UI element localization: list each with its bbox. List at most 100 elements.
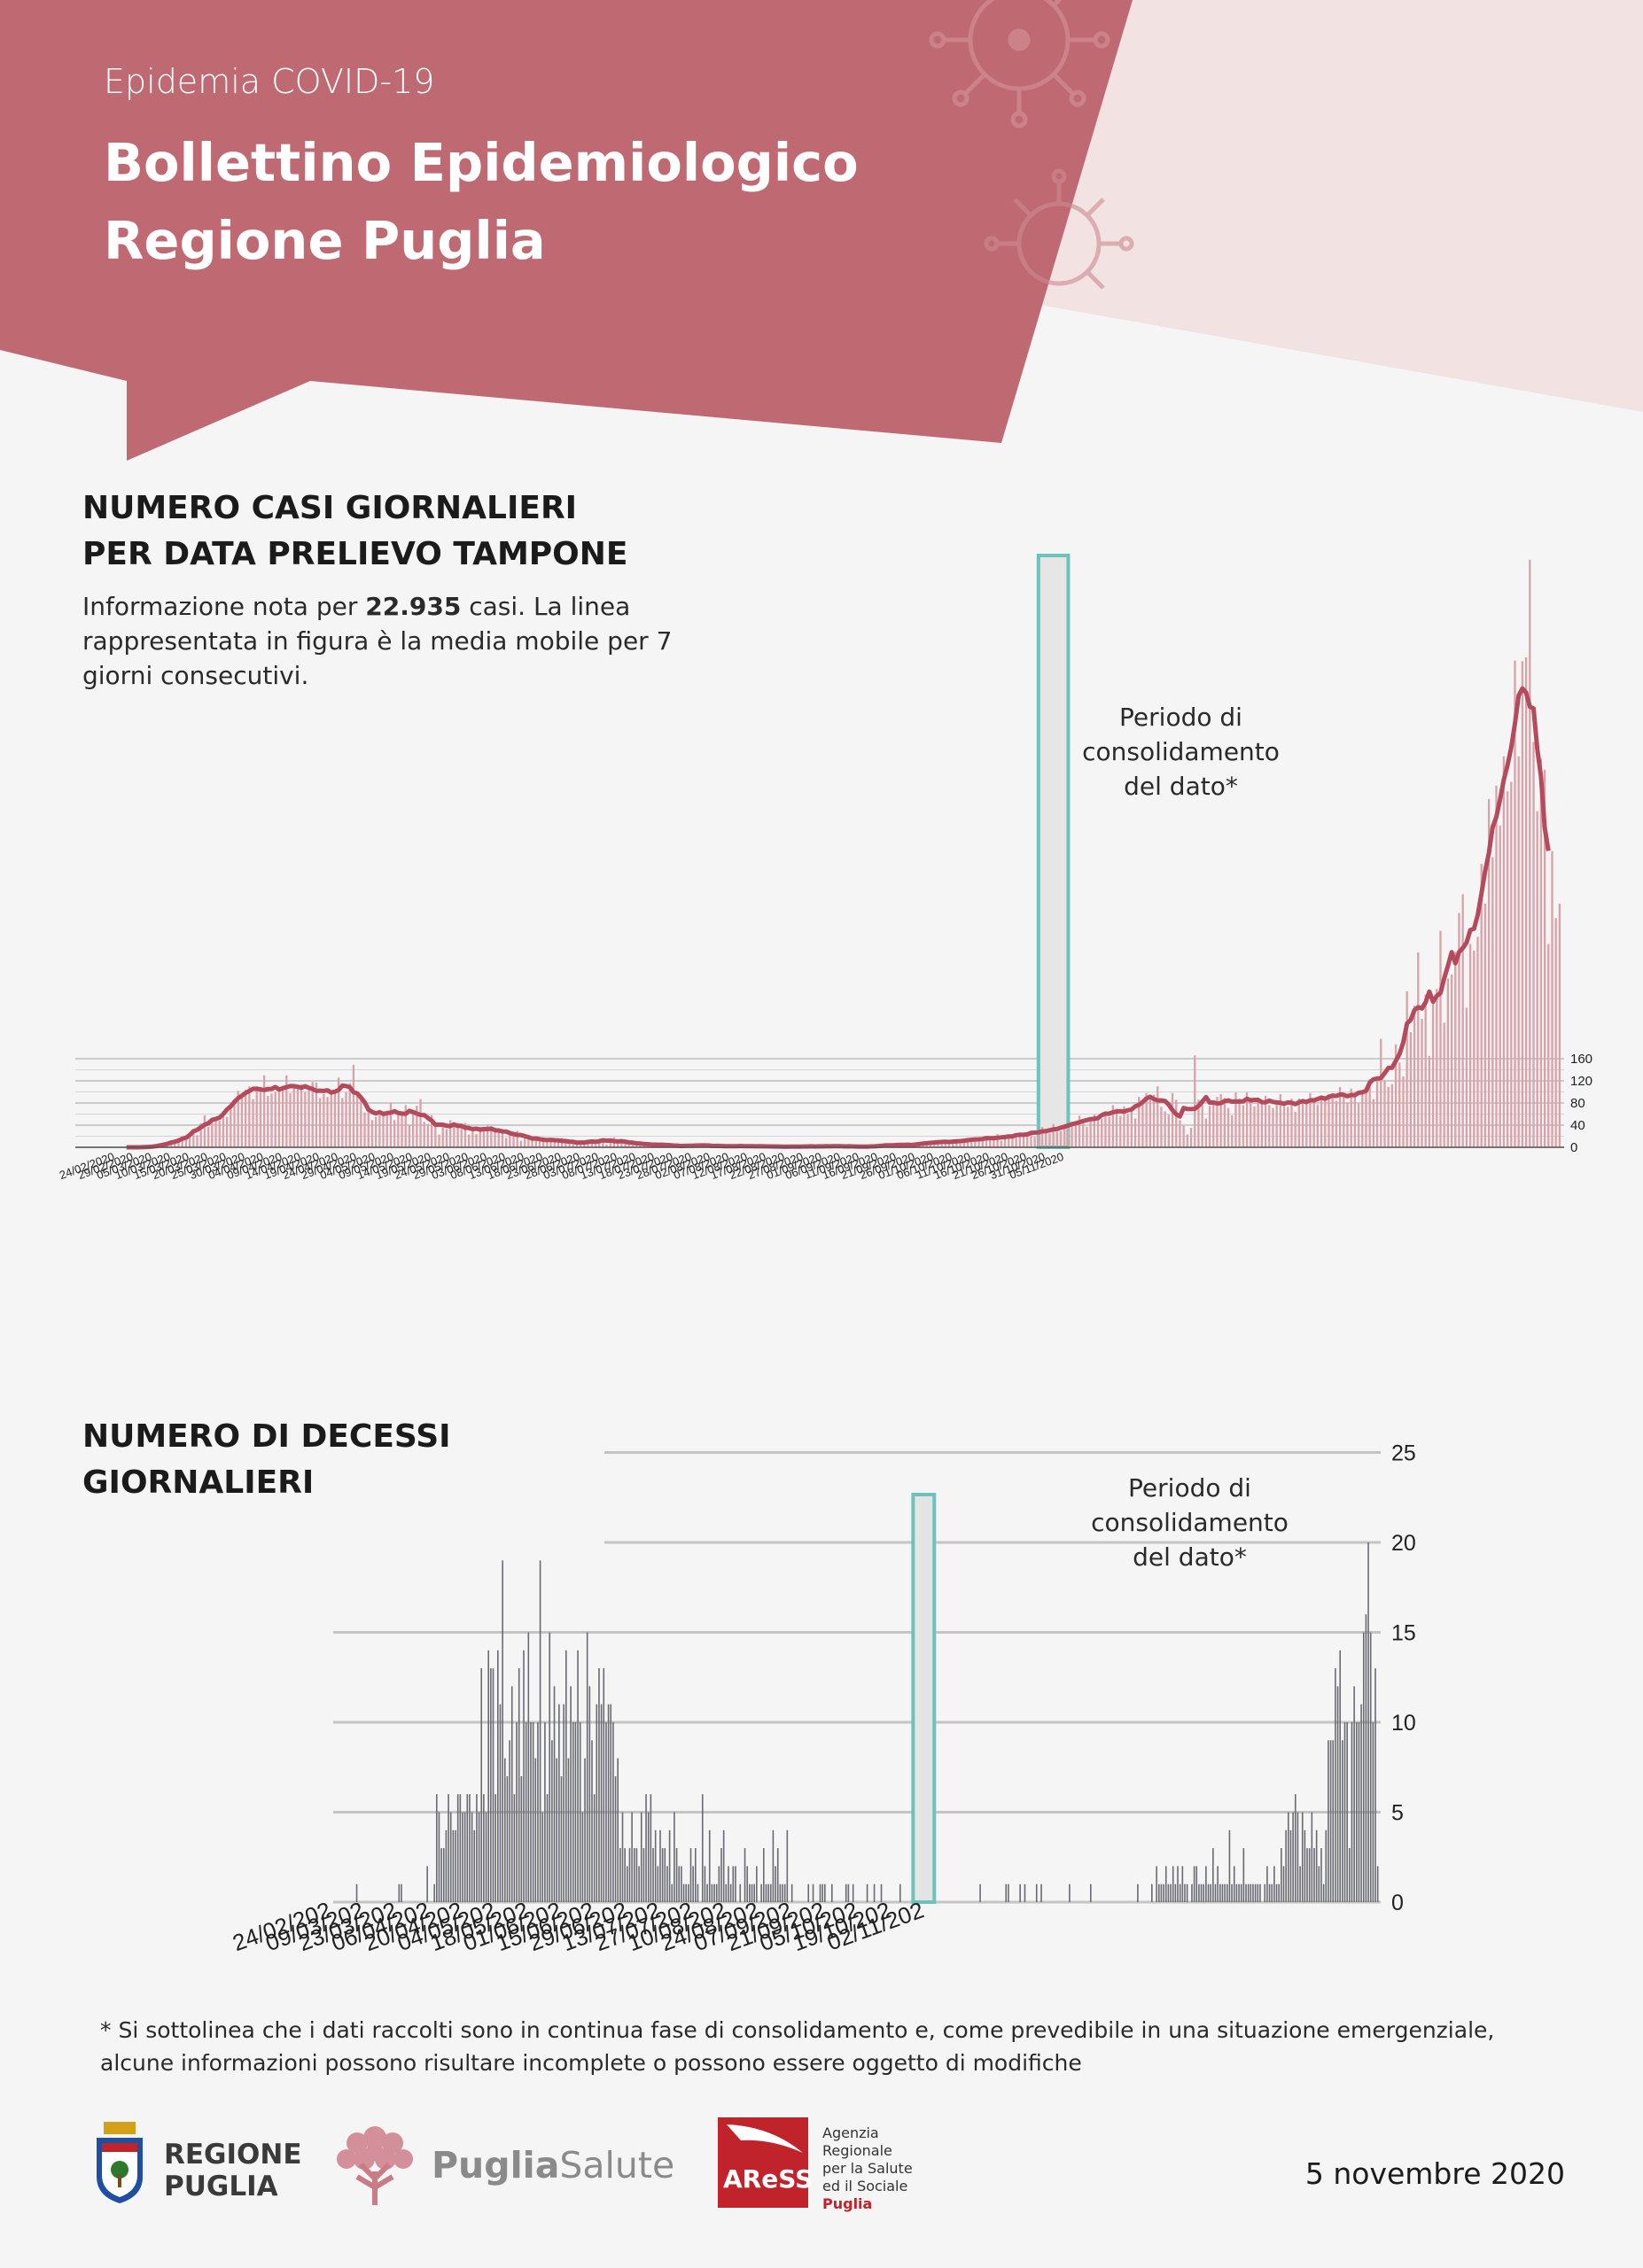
deaths-bar [581,1812,584,1902]
cases-bar [1018,1133,1021,1147]
deaths-bar [852,1884,854,1902]
deaths-bar [807,1884,810,1902]
page-title-line1: Bollettino Epidemiologico [104,132,859,193]
deaths-bar [1322,1884,1325,1902]
cases-bar [1223,1098,1226,1147]
cases-bar [1063,1126,1066,1147]
cases-bar [534,1139,537,1147]
cases-bar [1101,1119,1103,1147]
deaths-bar [490,1668,492,1902]
cases-bar [1149,1096,1151,1147]
cases-bar [370,1120,374,1147]
deaths-bar [1376,1866,1379,1902]
cases-bar [445,1129,448,1147]
cases-bar [587,1144,589,1147]
cases-bar [292,1086,295,1147]
deaths-bar [546,1794,549,1902]
cases-bar [448,1120,452,1147]
deaths-bar [1282,1866,1285,1902]
deaths-bar [497,1650,499,1902]
deaths-bar [1174,1884,1177,1902]
cases-bar [1115,1108,1118,1147]
deaths-bar [880,1884,883,1902]
cases-bar [1179,1120,1181,1147]
cases-bar [1141,1103,1144,1147]
deaths-bar [1264,1884,1266,1902]
deaths-bar [577,1650,579,1902]
cases-bar [393,1120,396,1147]
deaths-bar [596,1704,598,1902]
cases-bar [1059,1130,1063,1147]
cases-bar [1152,1094,1156,1147]
cases-bar [184,1139,188,1147]
cases-bar [1309,1092,1312,1147]
aress-line5: Puglia [822,2195,873,2212]
cases-bar [1040,1126,1044,1147]
deaths-bar [485,1812,487,1902]
cases-bar [274,1091,276,1147]
cases-bar [1201,1099,1203,1147]
cases-bar [594,1142,597,1147]
deaths-y-tick: 15 [1391,1621,1416,1646]
deaths-bar [728,1866,729,1902]
deaths-bar [494,1794,496,1902]
deaths-bar [1294,1794,1296,1902]
deaths-bar [1328,1740,1329,1902]
deaths-bar [635,1848,638,1902]
cases-bar [1133,1118,1137,1147]
cases-bar [1082,1122,1085,1147]
deaths-bar [1191,1884,1193,1902]
cases-bar [609,1139,611,1147]
cases-bar [259,1088,262,1147]
cases-bar [188,1137,191,1147]
deaths-bar [1299,1866,1301,1902]
cases-bar [199,1123,202,1147]
deaths-bar [744,1848,746,1902]
virus-icon [984,168,1134,290]
deaths-bar [435,1794,438,1902]
deaths-bar [822,1884,823,1902]
deaths-bar [1259,1884,1261,1902]
cases-bar [281,1085,284,1147]
cases-bar [463,1122,467,1147]
deaths-bar [480,1668,483,1902]
cases-bar [1350,1088,1352,1147]
deaths-bar [1184,1884,1186,1902]
cases-bar [1245,1092,1249,1147]
deaths-bar [697,1884,699,1902]
cases-bar [471,1128,474,1147]
cases-bar [315,1082,318,1147]
deaths-bar [509,1740,510,1902]
cases-bar [1491,857,1494,1147]
cases-bar [308,1090,310,1147]
cases-bar [230,1106,232,1147]
deaths-bar [492,1668,494,1902]
cases-bar [1394,1044,1398,1147]
cases-bar [981,1138,984,1147]
cases-bar [1476,936,1479,1147]
deaths-bar [1339,1650,1341,1902]
cases-bar [546,1139,549,1147]
cases-bar [1208,1106,1211,1147]
deaths-bar [1250,1884,1252,1902]
cases-bar [1294,1112,1296,1147]
deaths-bar [549,1632,551,1902]
deaths-bar [1271,1884,1273,1902]
cases-bar [237,1091,239,1147]
deaths-bar [1210,1884,1211,1902]
desc-before: Informazione nota per [82,592,366,621]
cases-bar [1324,1099,1327,1147]
deaths-bar [466,1794,469,1902]
cases-bar [620,1141,623,1147]
cases-bar [1439,930,1442,1147]
cases-bar [300,1084,303,1147]
cases-bar [1443,1022,1445,1147]
deaths-bar [681,1866,682,1902]
deaths-bar [659,1829,661,1902]
cases-bar [1287,1107,1289,1147]
deaths-bar [560,1775,563,1902]
cases-bar [1197,1099,1200,1147]
deaths-bar [695,1848,697,1902]
deaths-bar [574,1722,577,1902]
deaths-bar [527,1632,530,1902]
